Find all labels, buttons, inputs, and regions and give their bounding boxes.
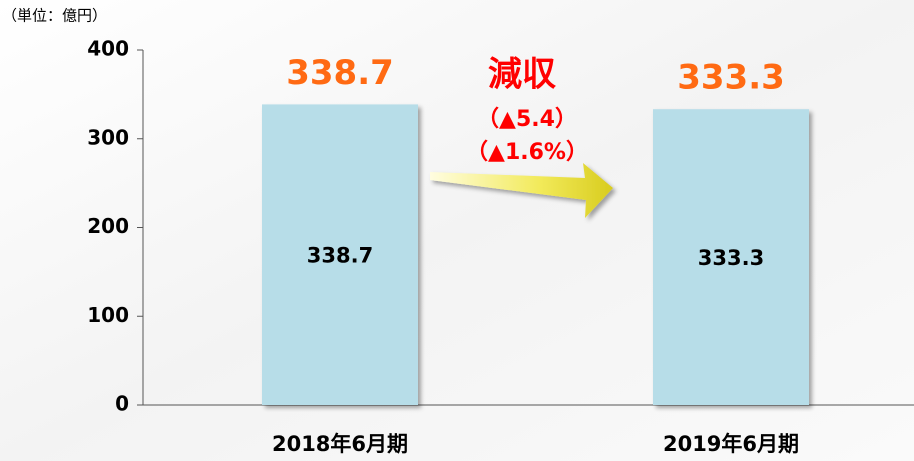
y-tick-label: 400 [87,37,129,61]
x-tick-label: 2019年6月期 [663,432,799,456]
value-label: 333.3 [698,246,764,270]
x-tick-label: 2018年6月期 [272,432,408,456]
annotation: （▲1.6%） [466,140,588,165]
bar [653,109,809,405]
bar [262,104,418,405]
value-label: 338.7 [307,244,373,268]
annotation: （▲5.4） [477,107,577,132]
value-label: 333.3 [677,58,785,98]
y-tick-label: 200 [87,214,129,238]
arrow [430,163,613,218]
y-tick-label: 300 [87,125,129,149]
annotation: 減収 [488,55,556,95]
y-tick-label: 0 [115,392,129,416]
unit-label: （単位：億円） [2,7,107,25]
y-tick-label: 100 [87,303,129,327]
value-label: 338.7 [286,53,394,93]
